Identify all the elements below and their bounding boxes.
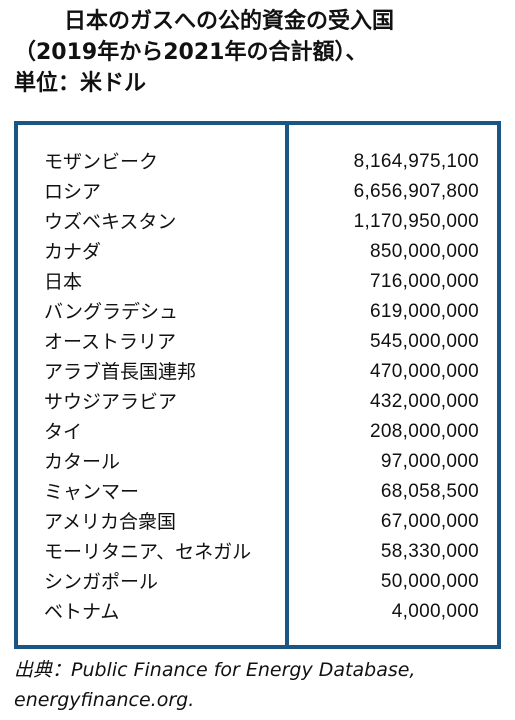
country-cell: シンガポール — [44, 571, 159, 593]
country-cell: ロシア — [44, 181, 102, 203]
source-line-1: 出典：Public Finance for Energy Database, — [14, 659, 416, 681]
amount-cell: 619,000,000 — [370, 301, 479, 322]
country-cell: オーストラリア — [44, 331, 177, 353]
amount-cell: 58,330,000 — [380, 541, 479, 562]
country-cell: タイ — [44, 421, 83, 443]
title-line-3: 単位：米ドル — [14, 71, 147, 96]
amount-cell: 4,000,000 — [391, 601, 479, 622]
amount-cell: 68,058,500 — [380, 481, 479, 502]
amount-cell: 6,656,907,800 — [353, 181, 479, 202]
country-cell: アメリカ合衆国 — [44, 511, 177, 533]
table-row: バングラデシュ 619,000,000 — [18, 297, 497, 327]
country-cell: カナダ — [44, 241, 102, 263]
amount-cell: 850,000,000 — [370, 241, 479, 262]
page-title: 日本のガスへの公的資金の受入国 （2019年から2021年の合計額）、 単位：米… — [14, 6, 509, 99]
source-line-2: energyfinance.org. — [14, 689, 195, 711]
table-row: サウジアラビア 432,000,000 — [18, 387, 497, 417]
amount-cell: 432,000,000 — [370, 391, 479, 412]
amount-cell: 545,000,000 — [370, 331, 479, 352]
country-cell: モザンビーク — [44, 151, 159, 173]
country-cell: ベトナム — [44, 601, 120, 623]
country-cell: ミャンマー — [44, 481, 140, 503]
table-body: モザンビーク 8,164,975,100 ロシア 6,656,907,800 ウズベキス… — [18, 147, 497, 627]
country-cell: 日本 — [44, 271, 83, 293]
amount-cell: 8,164,975,100 — [353, 151, 479, 172]
column-divider — [285, 125, 289, 645]
funding-table: モザンビーク 8,164,975,100 ロシア 6,656,907,800 ウズベキス… — [14, 121, 501, 649]
country-cell: モーリタニア、セネガル — [44, 541, 252, 563]
amount-cell: 97,000,000 — [380, 451, 479, 472]
amount-cell: 50,000,000 — [380, 571, 479, 592]
title-line-2: （2019年から2021年の合計額）、 — [14, 40, 368, 65]
country-cell: カタール — [44, 451, 121, 473]
table-row: モザンビーク 8,164,975,100 — [18, 147, 497, 177]
table-row: ベトナム 4,000,000 — [18, 597, 497, 627]
table-row: モーリタニア、セネガル 58,330,000 — [18, 537, 497, 567]
country-cell: アラブ首長国連邦 — [44, 361, 197, 383]
table-row: ミャンマー 68,058,500 — [18, 477, 497, 507]
amount-cell: 716,000,000 — [370, 271, 479, 292]
amount-cell: 470,000,000 — [370, 361, 479, 382]
table-row: ロシア 6,656,907,800 — [18, 177, 497, 207]
table-row: アメリカ合衆国 67,000,000 — [18, 507, 497, 537]
amount-cell: 67,000,000 — [380, 511, 479, 532]
table-row: シンガポール 50,000,000 — [18, 567, 497, 597]
table-row: タイ 208,000,000 — [18, 417, 497, 447]
country-cell: ウズベキスタン — [44, 211, 177, 233]
table-row: カナダ 850,000,000 — [18, 237, 497, 267]
amount-cell: 1,170,950,000 — [353, 211, 479, 232]
table-row: ウズベキスタン 1,170,950,000 — [18, 207, 497, 237]
table-row: オーストラリア 545,000,000 — [18, 327, 497, 357]
table-row: カタール 97,000,000 — [18, 447, 497, 477]
amount-cell: 208,000,000 — [370, 421, 479, 442]
title-line-1: 日本のガスへの公的資金の受入国 — [64, 9, 395, 34]
country-cell: バングラデシュ — [44, 301, 178, 323]
source-note: 出典：Public Finance for Energy Database, e… — [14, 655, 509, 715]
table-row: アラブ首長国連邦 470,000,000 — [18, 357, 497, 387]
country-cell: サウジアラビア — [44, 391, 178, 413]
table-row: 日本 716,000,000 — [18, 267, 497, 297]
